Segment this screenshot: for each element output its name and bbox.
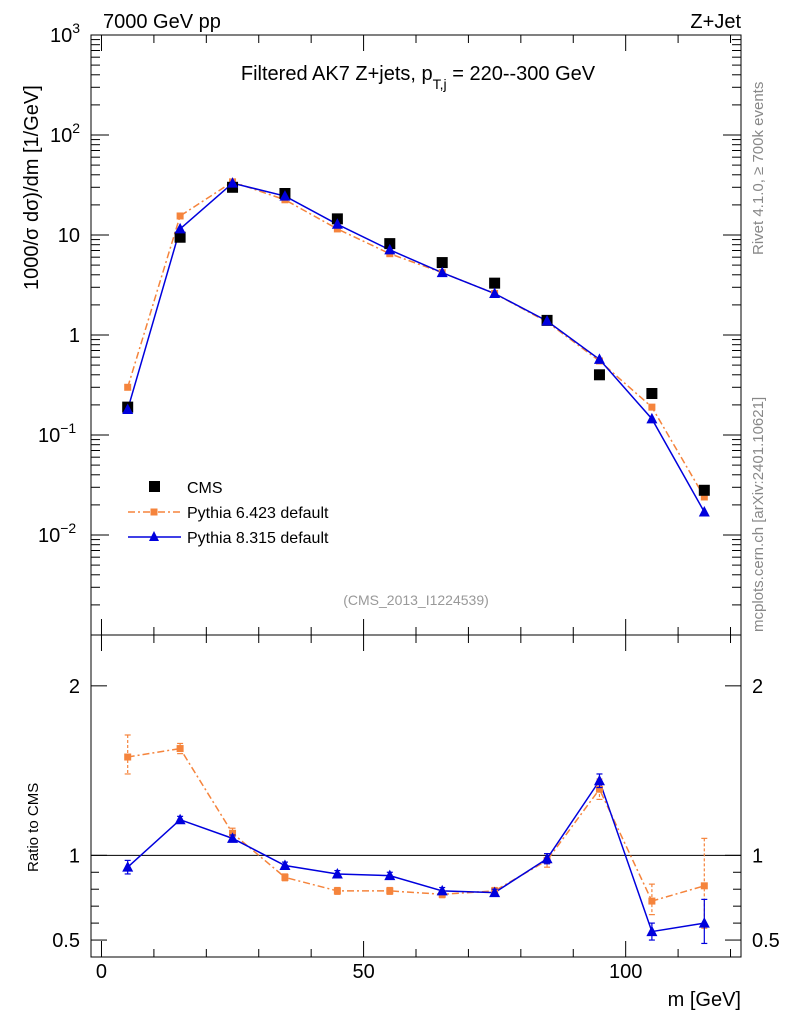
ratio-pythia6-point: [700, 882, 708, 890]
ratio-pythia8-point: [331, 867, 343, 879]
pythia8-point: [331, 218, 343, 229]
pythia8-point: [489, 287, 501, 299]
cms-point: [593, 369, 605, 381]
ratio-pythia6-point: [333, 887, 341, 895]
pythia6-line: [126, 181, 705, 498]
ratio-pythia6-point: [281, 873, 289, 881]
cms-point: [646, 388, 658, 400]
ratio-y-tick-label-left: 0.5: [52, 930, 80, 952]
legend: CMS Pythia 6.423 default Pythia 8.315 de…: [128, 480, 329, 547]
ratio-pythia8-point: [698, 917, 710, 928]
ratio-y-tick-label-right: 0.5: [752, 930, 780, 952]
main-y-tick-label: 10: [58, 225, 80, 247]
rivet-info-label: Rivet 4.1.0, ≥ 700k events: [750, 82, 767, 255]
pythia8-point: [384, 243, 396, 255]
plot-title-main: Filtered AK7 Z+jets, p: [241, 63, 433, 85]
source-label: mcplots.cern.ch [arXiv:2401.10621]: [750, 397, 767, 632]
pythia6-point: [333, 225, 341, 233]
pythia8-point: [174, 222, 186, 234]
main-series-layer: [122, 177, 710, 517]
main-y-tick-base: 10: [50, 25, 72, 47]
cms-point: [384, 238, 396, 250]
main-y-tick-label: 10−2: [38, 520, 76, 547]
pythia8-point: [646, 412, 658, 424]
main-y-tick-exp: 2: [72, 120, 80, 136]
energy-label: 7000 GeV pp: [103, 11, 221, 33]
legend-pythia8-label: Pythia 8.315 default: [187, 530, 329, 547]
main-y-tick-exp: −1: [60, 420, 76, 436]
pythia6-point: [700, 493, 708, 501]
pythia8-point: [227, 177, 239, 188]
ratio-y-axis-label: Ratio to CMS: [25, 783, 42, 872]
ratio-pythia8-point: [541, 852, 553, 864]
ratio-pythia8-point: [646, 925, 658, 937]
plot-title-tail: = 220--300 GeV: [447, 63, 596, 85]
plot-title-sub: T,j: [433, 76, 447, 92]
main-y-tick-base: 10: [38, 525, 60, 547]
ratio-pythia6-point: [595, 785, 603, 793]
ratio-pythia8-point: [122, 861, 134, 872]
pythia8-point: [541, 315, 553, 326]
main-y-tick-exp: −2: [60, 520, 76, 536]
ratio-pythia6-point: [648, 897, 656, 905]
main-y-tick-exp: 3: [72, 20, 80, 36]
ratio-x-tick-label: 0: [96, 961, 107, 983]
pythia8-point: [698, 505, 710, 517]
process-label: Z+Jet: [690, 11, 741, 33]
ratio-pythia8-line: [127, 779, 705, 933]
main-y-tick-label: 103: [50, 20, 80, 47]
analysis-watermark: (CMS_2013_I1224539): [343, 592, 489, 608]
legend-cms-marker: [149, 481, 160, 492]
ratio-axes: 0 50 100 0.5 0.5 1 1 2 2: [52, 635, 780, 983]
legend-cms-label: CMS: [187, 480, 223, 497]
ratio-pythia8-point: [174, 813, 186, 825]
ratio-pythia6-point: [386, 887, 394, 895]
ratio-pythia8-point: [489, 886, 501, 898]
plot-title: Filtered AK7 Z+jets, pT,j = 220--300 GeV: [241, 63, 596, 92]
ratio-pythia8-point: [227, 832, 239, 843]
ratio-pythia8-point: [436, 884, 448, 896]
main-y-tick-base: 10: [38, 425, 60, 447]
cms-point: [489, 277, 501, 289]
main-y-tick-label: 10−1: [38, 420, 76, 447]
cms-point: [174, 231, 186, 243]
ratio-series-layer: [122, 734, 710, 945]
ratio-x-tick-label: 50: [352, 961, 374, 983]
ratio-y-tick-label-left: 1: [69, 845, 80, 867]
ratio-pythia8-point: [384, 869, 396, 881]
cms-point: [436, 257, 448, 269]
pythia8-point: [436, 266, 448, 278]
ratio-y-tick-label-right: 1: [752, 845, 763, 867]
legend-pythia8-marker: [149, 531, 159, 541]
ratio-y-tick-label-left: 2: [69, 676, 80, 698]
legend-pythia6-marker: [150, 508, 158, 516]
main-y-tick-label: 1: [69, 325, 80, 347]
pythia8-point: [593, 353, 605, 364]
ratio-x-tick-label: 100: [609, 961, 642, 983]
ratio-pythia6-line: [127, 747, 705, 902]
cms-point: [698, 484, 710, 496]
ratio-y-tick-label-right: 2: [752, 676, 763, 698]
main-y-axis-label: 1000/σ dσ)/dm [1/GeV]: [21, 85, 43, 290]
ratio-pythia8-point: [593, 774, 605, 786]
ratio-pythia6-point: [124, 753, 132, 761]
pythia6-point: [648, 403, 656, 411]
legend-pythia6-label: Pythia 6.423 default: [187, 505, 329, 522]
ratio-pythia8-point: [279, 859, 291, 870]
pythia8-line: [126, 182, 705, 513]
pythia8-point: [279, 190, 291, 201]
pythia6-point: [176, 212, 184, 220]
main-y-tick-label: 102: [50, 120, 80, 147]
pythia8-point: [122, 403, 134, 414]
main-y-tick-base: 10: [50, 125, 72, 147]
pythia6-point: [124, 383, 132, 391]
ratio-pythia6-point: [176, 745, 184, 753]
x-axis-label: m [GeV]: [668, 989, 741, 1011]
